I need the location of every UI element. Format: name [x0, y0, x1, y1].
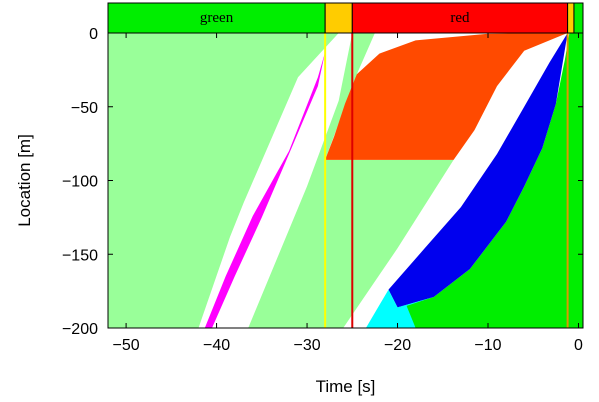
phase-lines [324, 33, 569, 328]
plot-area [108, 33, 583, 328]
x-tick-label: −30 [293, 337, 320, 354]
region-4 [325, 33, 568, 160]
region-5 [388, 33, 568, 308]
phase-segment-0 [107, 2, 326, 34]
phase-segment-4 [573, 2, 584, 34]
y-tick-label: −50 [71, 100, 98, 117]
axis-ticks: −50 −40 −30 −20 −10 00−50−100−150−200 [62, 26, 583, 354]
phase-segment-3 [567, 2, 575, 34]
region-2 [397, 33, 583, 328]
y-axis-label: Location [m] [15, 134, 34, 227]
x-tick-label: −50 [113, 337, 140, 354]
y-tick-label: −100 [62, 174, 98, 191]
y-tick-label: −150 [62, 247, 98, 264]
phase-segment-1 [324, 2, 353, 34]
y-tick-label: −200 [62, 321, 98, 338]
phase-label-green: green [200, 10, 234, 26]
x-tick-label: −40 [203, 337, 230, 354]
region-3 [204, 52, 326, 328]
phase-segment-2 [351, 2, 569, 34]
region-0 [108, 33, 339, 328]
x-tick-label: 0 [574, 337, 583, 354]
signal-phase-bar: green red [107, 2, 584, 34]
region-6 [365, 289, 434, 328]
x-tick-label: −10 [474, 337, 501, 354]
x-tick-label: −20 [384, 337, 411, 354]
region-1 [248, 33, 454, 328]
phase-label-red: red [450, 10, 470, 26]
x-axis-label: Time [s] [316, 377, 376, 396]
y-tick-label: 0 [89, 26, 98, 43]
